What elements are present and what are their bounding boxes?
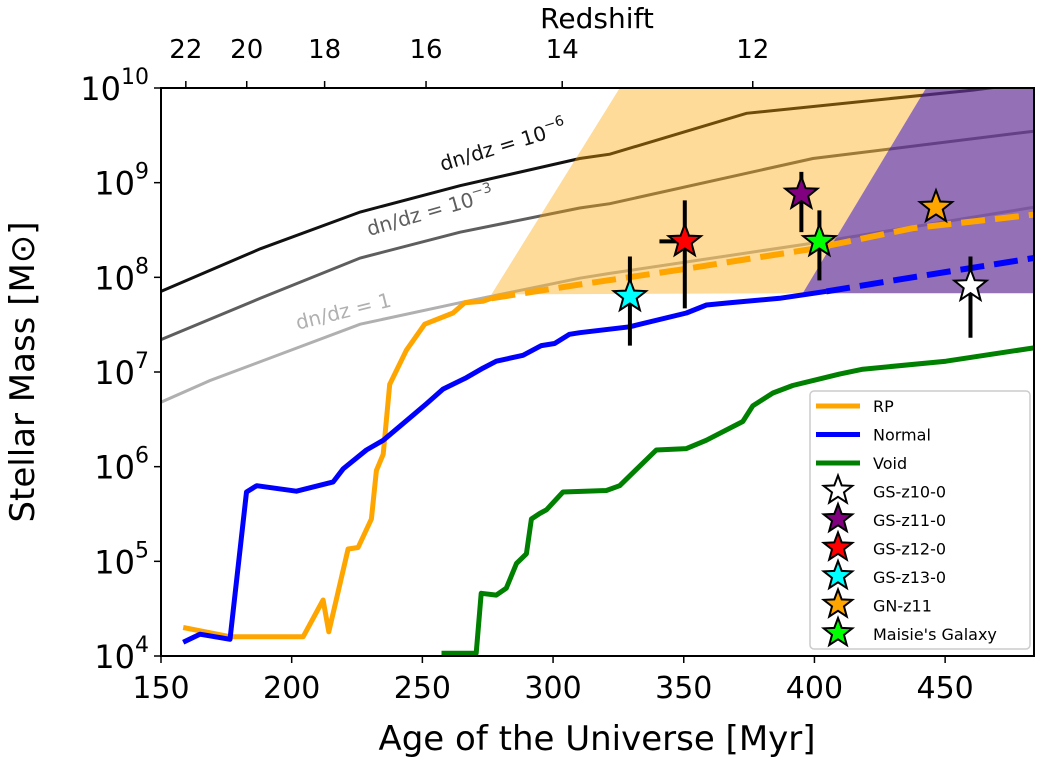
top-x-tick-label: 20 — [230, 35, 263, 65]
y-tick-label-exponent: 8 — [135, 254, 149, 279]
series-line-normal — [182, 288, 827, 645]
x-tick-label: 150 — [132, 671, 189, 706]
y-axis-label: Stellar Mass [M⊙] — [3, 221, 43, 522]
legend-label: GS-z12-0 — [873, 540, 946, 559]
reference-curve-label-text: dn/dz = 10 — [437, 121, 549, 176]
galaxy-star-marker — [800, 221, 839, 258]
series-dashed-line-rp — [490, 211, 1034, 302]
legend-label: RP — [873, 397, 894, 416]
x-tick-label: 300 — [524, 671, 581, 706]
series-dashed-line-normal — [825, 255, 1034, 295]
x-tick-label: 250 — [394, 671, 451, 706]
y-tick-label-exponent: 4 — [135, 633, 149, 658]
legend-star-marker — [820, 615, 856, 648]
y-tick-label-exponent: 5 — [135, 538, 149, 563]
y-tick-label: 108 — [94, 254, 149, 297]
legend-star-marker — [820, 558, 856, 591]
reference-curve-label-text: dn/dz = 1 — [293, 288, 393, 335]
shaded-region-normal — [802, 88, 1034, 294]
galaxy-star-marker — [665, 221, 704, 258]
top-x-tick-label: 12 — [736, 35, 769, 65]
legend-star-marker — [820, 529, 856, 562]
x-tick-label: 200 — [263, 671, 320, 706]
y-tick-label: 106 — [94, 444, 149, 487]
galaxy-star-marker — [951, 266, 990, 303]
reference-curve-line — [161, 129, 1034, 341]
y-tick-label-base: 10 — [94, 165, 135, 203]
galaxy-star-marker — [610, 276, 649, 313]
reference-curve-label-exponent: −3 — [469, 180, 493, 201]
series-line-void — [441, 345, 1034, 656]
y-tick-label-base: 10 — [94, 543, 135, 581]
top-x-tick-label: 22 — [169, 35, 202, 65]
legend-label: GS-z13-0 — [873, 568, 946, 587]
legend-label: GS-z10-0 — [873, 483, 946, 502]
y-tick-label: 104 — [94, 633, 149, 676]
legend-label: GS-z11-0 — [873, 511, 946, 530]
top-x-tick-label: 14 — [546, 35, 579, 65]
top-x-tick-label: 18 — [308, 35, 341, 65]
y-tick-label-base: 10 — [94, 259, 135, 297]
top-x-tick-label: 16 — [409, 35, 442, 65]
x-tick-label: 350 — [655, 671, 712, 706]
galaxy-star-marker — [782, 174, 821, 211]
y-tick-label: 105 — [94, 538, 149, 581]
y-tick-label-base: 10 — [94, 638, 135, 676]
top-axis-label: Redshift — [540, 2, 654, 35]
reference-curve-line — [161, 205, 1034, 404]
reference-curve-line — [161, 88, 1002, 293]
legend-label: Maisie's Galaxy — [873, 625, 997, 644]
x-axis-label: Age of the Universe [Myr] — [378, 719, 815, 759]
y-tick-label-base: 10 — [94, 449, 135, 487]
y-tick-label-base: 10 — [94, 354, 135, 392]
legend-star-marker — [820, 501, 856, 534]
legend-star-marker — [820, 472, 856, 505]
reference-curve-label: dn/dz = 1 — [293, 288, 393, 335]
legend-label: Void — [873, 454, 907, 473]
y-tick-label-base: 10 — [80, 70, 121, 108]
y-tick-label-exponent: 6 — [135, 444, 149, 469]
y-tick-label-exponent: 10 — [121, 65, 149, 90]
y-tick-label-exponent: 9 — [135, 160, 149, 185]
reference-curve-label: dn/dz = 10−3 — [363, 180, 496, 241]
y-tick-label-exponent: 7 — [135, 349, 149, 374]
x-tick-label: 450 — [916, 671, 973, 706]
y-tick-label: 1010 — [80, 65, 149, 108]
reference-curve-label-exponent: −6 — [542, 113, 567, 134]
y-tick-label: 107 — [94, 349, 149, 392]
y-tick-label: 109 — [94, 160, 149, 203]
legend-box — [809, 390, 1031, 650]
series-line-rp — [182, 295, 493, 640]
legend: RP Normal Void GS-z10-0 GS-z11-0 GS-z12-0 GS-z… — [809, 390, 1031, 650]
galaxy-star-marker — [917, 187, 955, 224]
legend-label: GN-z11 — [873, 597, 932, 616]
legend-star-marker — [820, 586, 856, 619]
x-tick-label: 400 — [786, 671, 843, 706]
legend-label: Normal — [873, 426, 931, 445]
